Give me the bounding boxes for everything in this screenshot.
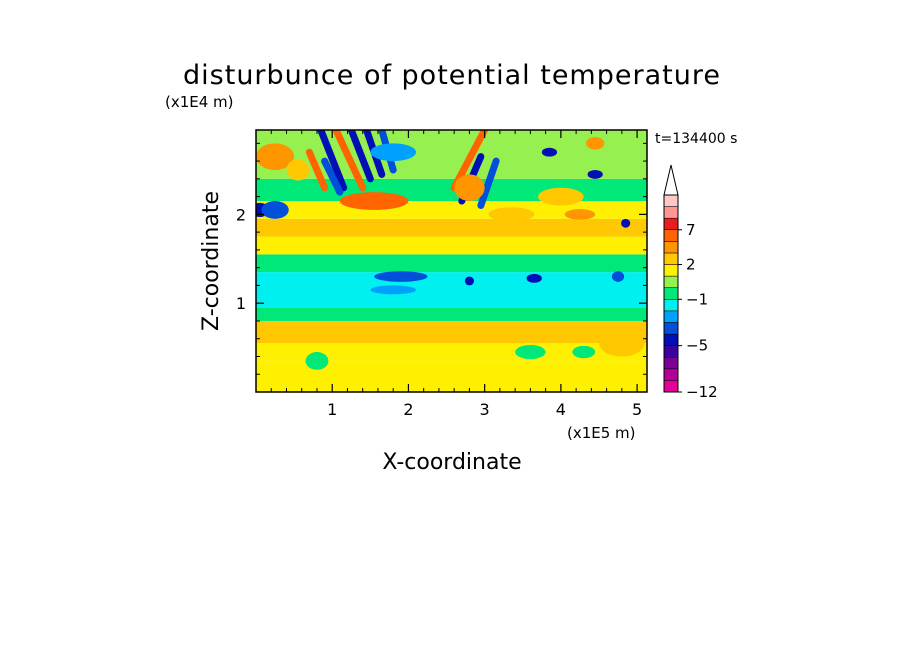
- colorbar-swatch-15: [663, 206, 679, 219]
- contour-feature-14: [526, 273, 542, 283]
- wave-ray-8: [305, 148, 329, 192]
- contour-field: [256, 130, 647, 392]
- colorbar-frame: [663, 194, 679, 393]
- contour-band-4: [256, 272, 647, 308]
- colorbar-swatch-3: [663, 345, 679, 358]
- x-tick-label-3: 4: [556, 400, 566, 419]
- contour-feature-9: [587, 169, 603, 179]
- contour-feature-22: [572, 345, 596, 359]
- contour-feature-13: [621, 218, 631, 228]
- y-axis: 12: [236, 142, 647, 375]
- colorbar-label-3: 2: [686, 256, 696, 274]
- x-tick-label-2: 3: [480, 400, 490, 419]
- colorbar: −12−5−127: [663, 164, 718, 401]
- contour-feature-7: [488, 207, 535, 222]
- colorbar-label-4: 7: [686, 221, 696, 239]
- x-scale-label: (x1E5 m): [567, 424, 636, 442]
- colorbar-swatch-0: [663, 380, 679, 393]
- x-axis: 1 2 3 4 5: [270, 130, 642, 419]
- colorbar-swatch-10: [663, 264, 679, 277]
- colorbar-swatch-16: [663, 194, 679, 207]
- contour-feature-3: [286, 159, 310, 181]
- colorbar-swatch-2: [663, 356, 679, 370]
- contour-feature-12: [564, 209, 596, 220]
- contour-band-1: [256, 343, 647, 361]
- colorbar-swatch-7: [663, 299, 679, 312]
- contour-feature-18: [370, 285, 417, 295]
- contour-feature-19: [598, 329, 645, 357]
- contour-feature-10: [586, 137, 605, 150]
- contour-feature-11: [538, 187, 584, 206]
- contour-feature-21: [515, 344, 546, 360]
- y-scale-label: (x1E4 m): [165, 93, 234, 111]
- contour-band-2: [256, 320, 647, 344]
- colorbar-swatch-6: [663, 310, 679, 323]
- x-axis-label: X-coordinate: [382, 450, 521, 475]
- contour-feature-15: [464, 276, 474, 286]
- time-label: t=134400 s: [655, 131, 737, 147]
- contour-feature-6: [454, 174, 485, 202]
- contour-feature-16: [611, 271, 625, 282]
- colorbar-swatch-9: [663, 275, 679, 288]
- colorbar-swatch-13: [663, 229, 679, 242]
- wave-ray-1: [332, 130, 367, 192]
- colorbar-swatch-14: [663, 217, 679, 231]
- colorbar-swatch-8: [663, 287, 679, 300]
- contour-band-3: [256, 307, 647, 321]
- x-tick-label-4: 5: [632, 400, 642, 419]
- colorbar-label-1: −5: [686, 337, 708, 355]
- colorbar-swatch-4: [663, 333, 679, 346]
- contour-band-6: [256, 236, 647, 255]
- contour-feature-20: [305, 352, 329, 370]
- colorbar-swatch-1: [663, 368, 679, 381]
- y-tick-label-1: 2: [236, 205, 246, 224]
- contour-feature-8: [541, 147, 558, 157]
- plot-frame: [255, 129, 648, 393]
- contour-feature-2: [261, 201, 289, 219]
- wave-ray-9: [321, 157, 344, 196]
- colorbar-label-0: −12: [686, 383, 718, 401]
- y-axis-label: Z-coordinate: [199, 191, 224, 331]
- contour-band-5: [256, 254, 647, 273]
- contour-feature-4: [339, 192, 409, 210]
- colorbar-extend-arrow: [663, 164, 679, 196]
- wave-ray-0: [317, 130, 348, 192]
- colorbar-swatch-12: [663, 241, 679, 254]
- wave-ray-2: [347, 130, 374, 183]
- contour-feature-5: [370, 143, 417, 162]
- x-tick-label-0: 1: [327, 400, 337, 419]
- chart-title: disturbunce of potential temperature: [183, 60, 721, 91]
- colorbar-swatch-11: [663, 252, 679, 265]
- x-tick-label-1: 2: [403, 400, 413, 419]
- y-tick-label-0: 1: [236, 294, 246, 313]
- colorbar-swatch-5: [663, 322, 679, 335]
- colorbar-label-2: −1: [686, 290, 708, 308]
- contour-band-7: [256, 218, 647, 237]
- contour-feature-0: [256, 143, 295, 170]
- wave-ray-7: [477, 157, 500, 209]
- contour-feature-17: [374, 271, 428, 282]
